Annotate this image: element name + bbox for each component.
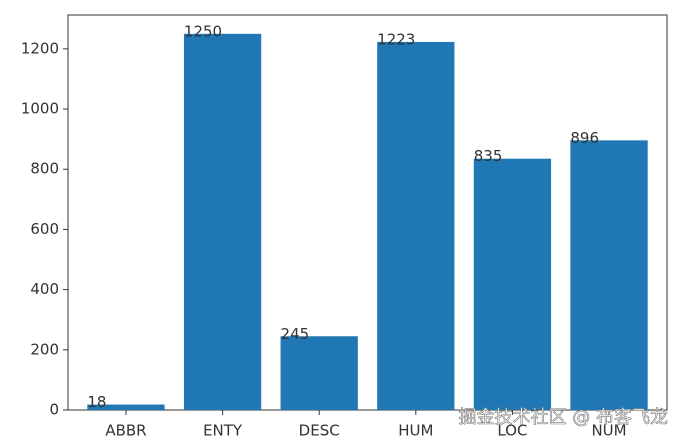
y-tick-label: 1000 xyxy=(21,100,59,118)
y-tick-label: 400 xyxy=(30,280,59,298)
y-tick-label: 800 xyxy=(30,160,59,178)
data-label: 1250 xyxy=(184,22,222,40)
y-tick-label: 200 xyxy=(30,340,59,358)
y-tick-label: 1200 xyxy=(21,39,59,57)
watermark: 掘金技术社区 @ 布客飞龙 xyxy=(459,407,668,428)
y-tick-label: 0 xyxy=(49,401,59,419)
data-label: 896 xyxy=(570,129,599,147)
data-label: 1223 xyxy=(377,30,415,48)
bar xyxy=(473,158,552,410)
plot-frame xyxy=(67,14,668,411)
x-tick-label: LOC xyxy=(497,422,527,440)
data-label: 835 xyxy=(474,147,503,165)
bar xyxy=(280,336,358,410)
bar xyxy=(183,33,262,411)
data-label: 18 xyxy=(87,393,106,411)
data-label: 245 xyxy=(281,325,310,343)
x-tick-label: ABBR xyxy=(105,422,146,440)
x-tick-label: DESC xyxy=(299,422,340,440)
x-tick-label: HUM xyxy=(398,422,433,440)
bar xyxy=(377,41,455,410)
bar xyxy=(87,404,165,410)
x-tick-label: NUM xyxy=(591,422,626,440)
x-tick-label: ENTY xyxy=(203,422,243,440)
y-tick-label: 600 xyxy=(30,220,59,238)
bar xyxy=(570,140,648,410)
